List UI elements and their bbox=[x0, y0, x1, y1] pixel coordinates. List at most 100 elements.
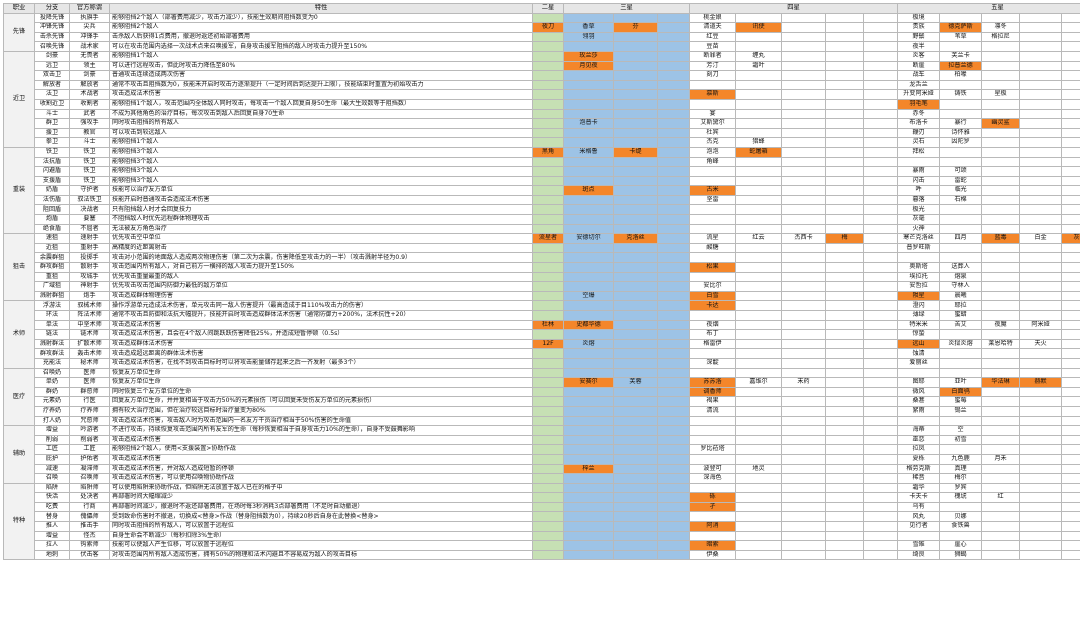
operator-cell bbox=[825, 310, 865, 321]
operator-cell bbox=[781, 434, 827, 446]
operator-cell bbox=[563, 329, 614, 340]
official-name-cell: 铁卫 bbox=[69, 156, 110, 168]
operator-cell: 幽灵鲨 bbox=[981, 118, 1021, 129]
operator-cell bbox=[863, 415, 899, 427]
trait-text: 恢复友方单位生命 bbox=[112, 378, 161, 386]
operator-cell bbox=[656, 185, 691, 196]
operator-cell: 闪击 bbox=[897, 175, 941, 187]
operator-cell bbox=[656, 166, 691, 177]
operator-cell bbox=[613, 501, 658, 513]
operator-cell bbox=[532, 521, 564, 532]
operator-cell bbox=[735, 338, 783, 350]
branch-cell: 支援盾 bbox=[34, 175, 70, 187]
operator-cell bbox=[1061, 204, 1080, 216]
trait-text: 技能开启时普通攻击会造成法术伤害 bbox=[112, 196, 210, 204]
operator-cell: 阿米娅 bbox=[1019, 319, 1063, 331]
operator-cell: 特米米 bbox=[897, 319, 941, 331]
profession-cell: 近卫 bbox=[3, 50, 35, 148]
branch-cell: 群攻群法 bbox=[34, 348, 70, 359]
operator-cell bbox=[532, 31, 564, 43]
table-row: 充能法 秘术师 攻击造成法术伤害，在找不到攻击目标时可以将攻击能量储存起来之后一齐发… bbox=[4, 357, 1080, 369]
operator-cell bbox=[1019, 22, 1063, 33]
trait-text: 优先攻击空中单位 bbox=[112, 234, 161, 242]
operator-cell: 九色鹿 bbox=[939, 453, 983, 465]
table-row: 近卫 剑豪 无畏者 能够阻挡1个敌人 玫兰莎 断罪者 缠丸 炎客 芙兰卡 bbox=[3, 50, 1080, 148]
operator-cell bbox=[981, 41, 1021, 52]
operator-cell bbox=[656, 463, 691, 475]
branch-cell: 替身 bbox=[34, 511, 70, 523]
operator-cell bbox=[781, 300, 827, 311]
operator-cell bbox=[825, 367, 865, 379]
operator-cell bbox=[656, 31, 691, 43]
operator-cell bbox=[613, 530, 658, 542]
operator-cell bbox=[563, 242, 614, 254]
operator-cell bbox=[939, 223, 983, 235]
operator-cell bbox=[613, 357, 658, 369]
operator-cell: 灰毫 bbox=[897, 214, 941, 225]
operator-cell bbox=[735, 444, 783, 455]
operator-cell bbox=[781, 108, 827, 120]
official-name-cell: 召唤师 bbox=[69, 473, 110, 484]
table-row: 拳卫 斗士 能够阻挡1个敌人 杰克 猎蜂 灵石 因陀罗 bbox=[4, 137, 1080, 148]
operator-cell bbox=[825, 348, 865, 359]
operator-cell bbox=[781, 185, 827, 196]
operator-cell bbox=[532, 262, 564, 273]
operator-cell: 克洛丝 bbox=[613, 233, 658, 244]
operator-cell bbox=[735, 252, 783, 264]
operator-cell bbox=[656, 549, 691, 561]
trait-cell: 再部署时间大幅缩减少 bbox=[109, 492, 533, 503]
operator-cell bbox=[563, 300, 614, 311]
branch-cell: 溅射群法 bbox=[34, 338, 70, 350]
operator-cell: 斑点 bbox=[563, 185, 614, 196]
operator-cell bbox=[735, 98, 783, 110]
operator-cell: 可颂 bbox=[939, 166, 983, 177]
operator-cell bbox=[656, 41, 691, 52]
operator-cell bbox=[735, 127, 783, 139]
operator-cell bbox=[563, 156, 614, 168]
operator-cell bbox=[735, 549, 783, 561]
operator-cell bbox=[1061, 79, 1080, 91]
operator-cell: 杜林 bbox=[532, 319, 564, 331]
operator-cell: 夜刀 bbox=[532, 22, 564, 33]
operator-cell: 桑葚 bbox=[897, 396, 941, 407]
operator-cell bbox=[863, 242, 899, 254]
operator-cell bbox=[1061, 89, 1080, 100]
operator-cell bbox=[613, 310, 658, 321]
operator-cell: 海蒂 bbox=[897, 425, 941, 436]
operator-cell: 卡夫卡 bbox=[897, 492, 941, 503]
operator-cell: 送葬人 bbox=[939, 262, 983, 273]
operator-cell bbox=[735, 367, 783, 379]
operator-cell bbox=[863, 319, 899, 331]
operator-cell bbox=[1061, 357, 1080, 369]
operator-cell bbox=[613, 281, 658, 292]
operator-cell: 灵石 bbox=[897, 137, 941, 148]
operator-cell bbox=[563, 89, 614, 100]
operator-cell: 炎狱炎熔 bbox=[939, 338, 983, 350]
branch-cell: 法伤盾 bbox=[34, 194, 70, 206]
trait-text: 攻击造成法术伤害，可以使用召唤物协助作战 bbox=[112, 474, 234, 482]
operator-cell bbox=[863, 425, 899, 436]
trait-text: 技能可以使敌人产生位移，可以放置于远程位 bbox=[112, 541, 234, 549]
operator-cell: 赤冬 bbox=[897, 108, 941, 120]
official-name-cell: 冲锋手 bbox=[69, 31, 110, 43]
operator-cell bbox=[613, 223, 658, 235]
operator-cell: 奥斯塔 bbox=[897, 262, 941, 273]
branch-cell: 庇护 bbox=[34, 453, 70, 465]
operator-cell: 真理 bbox=[939, 463, 983, 475]
operator-cell bbox=[1019, 530, 1063, 542]
branch-cell: 广域狙 bbox=[34, 281, 70, 292]
branch-cell: 法抗盾 bbox=[34, 156, 70, 168]
trait-cell: 能够阻挡3个敌人 bbox=[109, 146, 533, 158]
operator-cell bbox=[532, 444, 564, 455]
operator-cell bbox=[1061, 146, 1080, 158]
operator-cell bbox=[689, 425, 737, 436]
operator-cell bbox=[981, 463, 1021, 475]
operator-cell bbox=[1019, 415, 1063, 427]
operator-cell bbox=[863, 386, 899, 398]
operator-cell bbox=[1061, 549, 1080, 561]
table-row: 推人 推击手 同时攻击阻挡的所有敌人，可以放置于远程位 阿消 见行者 食铁兽 bbox=[4, 521, 1080, 532]
table-row: 奶盾 守护者 技能可以治疗友方单位 斑点 古米 吽临光 bbox=[4, 185, 1080, 196]
operator-cell: 古米 bbox=[689, 185, 737, 196]
operator-cell bbox=[781, 223, 827, 235]
trait-text: 技能可以治疗友方单位 bbox=[112, 186, 173, 194]
